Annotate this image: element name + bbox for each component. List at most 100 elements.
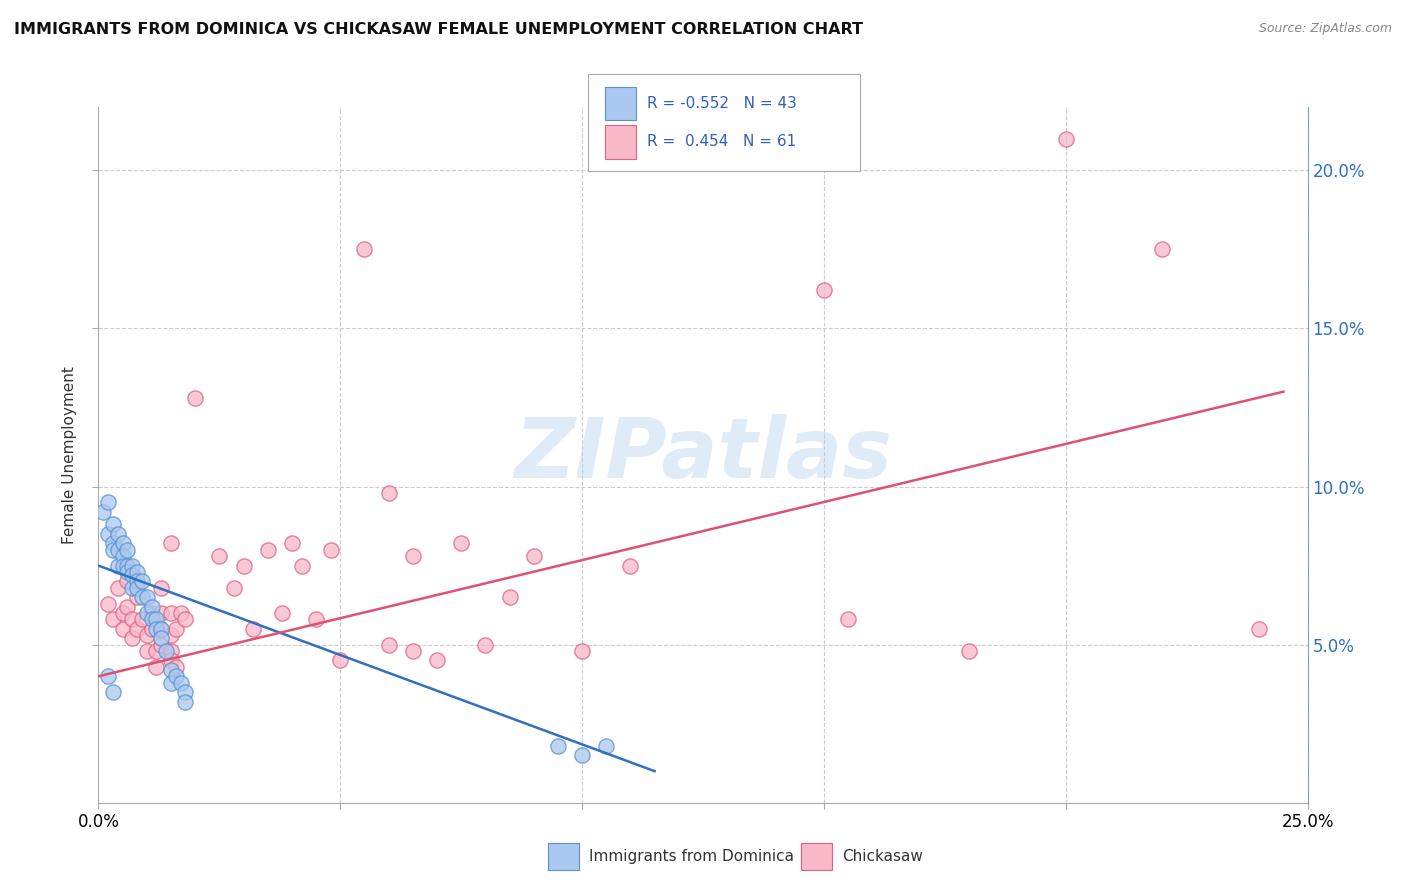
Point <box>474 638 496 652</box>
Point <box>353 243 375 257</box>
Point <box>121 558 143 573</box>
Point <box>160 644 183 658</box>
Point <box>111 558 134 573</box>
Point <box>111 536 134 550</box>
Point <box>117 599 139 614</box>
Point <box>97 669 120 683</box>
Point <box>127 581 149 595</box>
Point <box>97 495 120 509</box>
Point <box>208 549 231 563</box>
Point <box>111 549 134 563</box>
Point <box>117 574 139 589</box>
Point <box>571 644 593 658</box>
Point <box>160 663 183 677</box>
Point <box>121 581 143 595</box>
Point <box>290 558 312 573</box>
Point <box>160 653 183 667</box>
Text: R =  0.454   N = 61: R = 0.454 N = 61 <box>647 135 796 149</box>
Point <box>160 536 183 550</box>
Point <box>141 622 163 636</box>
Point <box>127 622 149 636</box>
Point <box>329 653 352 667</box>
Point <box>150 622 173 636</box>
Point <box>305 612 328 626</box>
Point <box>232 558 254 573</box>
Text: ZIPatlas: ZIPatlas <box>515 415 891 495</box>
Text: R = -0.552   N = 43: R = -0.552 N = 43 <box>647 96 797 111</box>
Point <box>256 542 278 557</box>
Point <box>135 606 157 620</box>
Point <box>165 660 187 674</box>
Point <box>141 599 163 614</box>
Point <box>222 581 245 595</box>
Point <box>111 622 134 636</box>
Point <box>165 622 187 636</box>
Point <box>160 675 183 690</box>
Point <box>131 591 153 605</box>
Point <box>111 606 134 620</box>
Point <box>97 597 120 611</box>
Text: Chickasaw: Chickasaw <box>842 849 924 863</box>
Point <box>619 558 641 573</box>
Text: IMMIGRANTS FROM DOMINICA VS CHICKASAW FEMALE UNEMPLOYMENT CORRELATION CHART: IMMIGRANTS FROM DOMINICA VS CHICKASAW FE… <box>14 22 863 37</box>
Point <box>165 669 187 683</box>
Point <box>101 517 124 532</box>
Point <box>131 612 153 626</box>
Point <box>101 536 124 550</box>
Point <box>121 612 143 626</box>
Point <box>377 638 399 652</box>
Point <box>117 558 139 573</box>
Point <box>107 581 129 595</box>
Point <box>498 591 520 605</box>
Text: Source: ZipAtlas.com: Source: ZipAtlas.com <box>1258 22 1392 36</box>
Point <box>135 591 157 605</box>
Point <box>150 581 173 595</box>
Point <box>281 536 304 550</box>
Point <box>117 565 139 579</box>
Point <box>377 486 399 500</box>
Point <box>107 527 129 541</box>
Point <box>127 574 149 589</box>
Point <box>101 685 124 699</box>
Point <box>450 536 472 550</box>
Point <box>150 632 173 646</box>
Point <box>121 568 143 582</box>
Point <box>97 527 120 541</box>
Point <box>107 558 129 573</box>
Point <box>837 612 859 626</box>
Point <box>547 739 569 753</box>
Point <box>145 622 167 636</box>
Point <box>242 622 264 636</box>
Point <box>135 644 157 658</box>
Point <box>145 660 167 674</box>
Point <box>160 628 183 642</box>
Point <box>160 606 183 620</box>
Point <box>155 644 177 658</box>
Point <box>91 505 114 519</box>
Point <box>174 685 197 699</box>
Point <box>131 574 153 589</box>
Point <box>141 606 163 620</box>
Point <box>1249 622 1271 636</box>
Point <box>150 638 173 652</box>
Point <box>150 606 173 620</box>
Point <box>402 644 425 658</box>
Point <box>271 606 294 620</box>
Point <box>101 612 124 626</box>
Point <box>957 644 980 658</box>
Point <box>121 632 143 646</box>
Y-axis label: Female Unemployment: Female Unemployment <box>62 366 77 544</box>
Point <box>145 644 167 658</box>
Point <box>127 565 149 579</box>
Point <box>1054 131 1077 145</box>
Point <box>174 612 197 626</box>
Point <box>319 542 342 557</box>
Point <box>150 622 173 636</box>
Point <box>127 591 149 605</box>
Point <box>174 695 197 709</box>
Point <box>571 748 593 763</box>
Point <box>402 549 425 563</box>
Point <box>523 549 546 563</box>
Point <box>135 628 157 642</box>
Point <box>426 653 449 667</box>
